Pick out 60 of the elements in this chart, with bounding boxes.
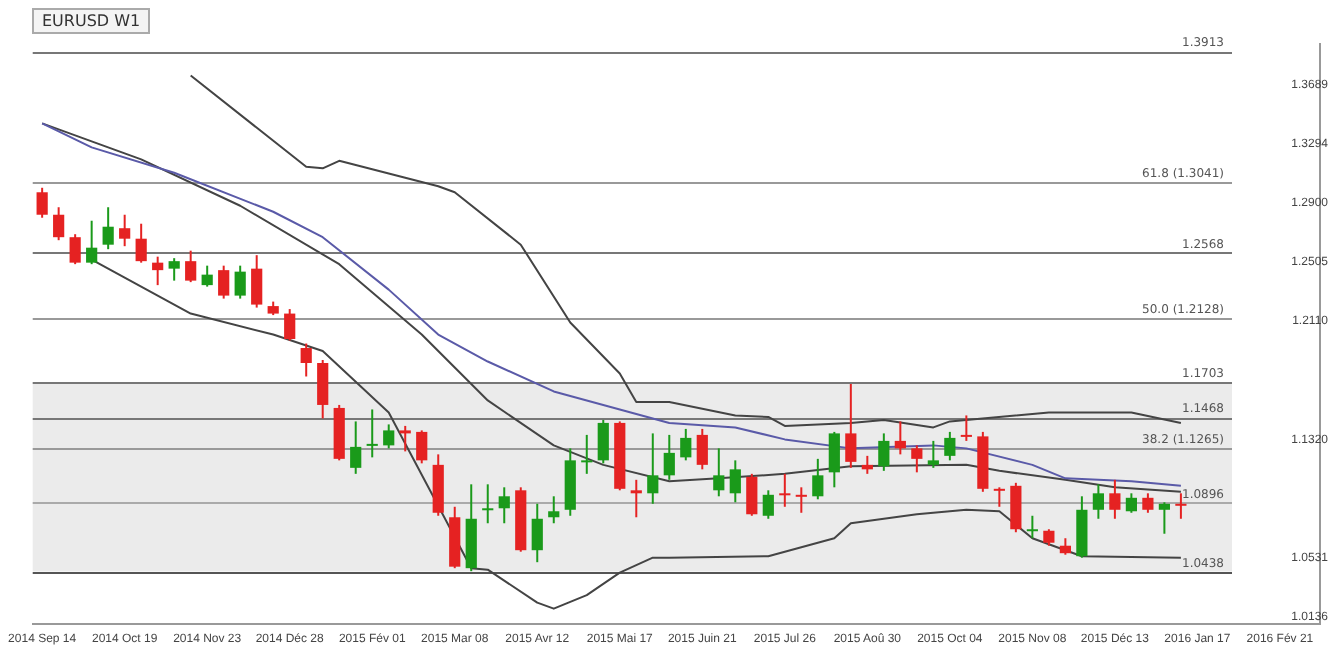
candlestick — [663, 433, 675, 481]
chart-title: EURUSD W1 — [32, 8, 151, 34]
candlestick — [630, 478, 642, 519]
candlestick — [795, 486, 807, 514]
candlestick — [482, 483, 494, 525]
candlestick — [69, 233, 81, 266]
candlestick — [729, 459, 741, 504]
candlestick — [927, 439, 939, 469]
candlestick — [911, 444, 923, 474]
candlestick — [812, 457, 824, 501]
candlestick — [581, 433, 593, 475]
candlestick — [185, 249, 197, 284]
candlestick — [86, 219, 98, 266]
candlestick — [498, 486, 510, 525]
candlestick — [1175, 492, 1187, 520]
candlestick — [878, 432, 890, 472]
candlestick — [416, 429, 428, 465]
candlestick — [36, 186, 48, 219]
candlestick — [284, 308, 296, 342]
candlestick — [432, 453, 444, 517]
candlestick — [399, 424, 411, 453]
candlestick — [234, 264, 246, 300]
candlestick — [894, 420, 906, 456]
candlestick — [845, 382, 857, 469]
candlestick — [1076, 495, 1088, 559]
candlestick — [1026, 514, 1038, 540]
candlestick — [135, 222, 147, 264]
candlestick — [1158, 501, 1170, 535]
candlestick — [548, 495, 560, 525]
candlestick — [746, 472, 758, 517]
candlestick — [597, 418, 609, 465]
candlestick — [1125, 492, 1137, 514]
candlestick — [696, 427, 708, 471]
candlestick — [779, 472, 791, 508]
candlestick — [152, 255, 164, 287]
candlestick — [53, 206, 65, 242]
candlestick — [1092, 483, 1104, 520]
candlestick — [300, 342, 312, 378]
candlestick — [119, 213, 131, 248]
candlestick — [960, 414, 972, 442]
candlestick — [350, 420, 362, 475]
candlestick — [317, 359, 329, 420]
candlestick — [993, 486, 1005, 508]
candlestick — [1109, 478, 1121, 520]
candlestick — [713, 447, 725, 498]
candlestick — [168, 257, 180, 282]
candlestick — [680, 427, 692, 462]
candlestick — [1010, 481, 1022, 534]
candlestick — [944, 430, 956, 462]
candlestick — [251, 254, 263, 309]
candlestick — [828, 430, 840, 489]
candlestick — [366, 408, 378, 459]
candlestick — [647, 432, 659, 505]
candlestick — [383, 423, 395, 450]
candlestick — [531, 502, 543, 564]
candlestick — [218, 264, 230, 300]
candlestick — [102, 206, 114, 251]
candlestick — [201, 264, 213, 288]
candlestick — [1142, 492, 1154, 514]
candlestick — [762, 489, 774, 520]
